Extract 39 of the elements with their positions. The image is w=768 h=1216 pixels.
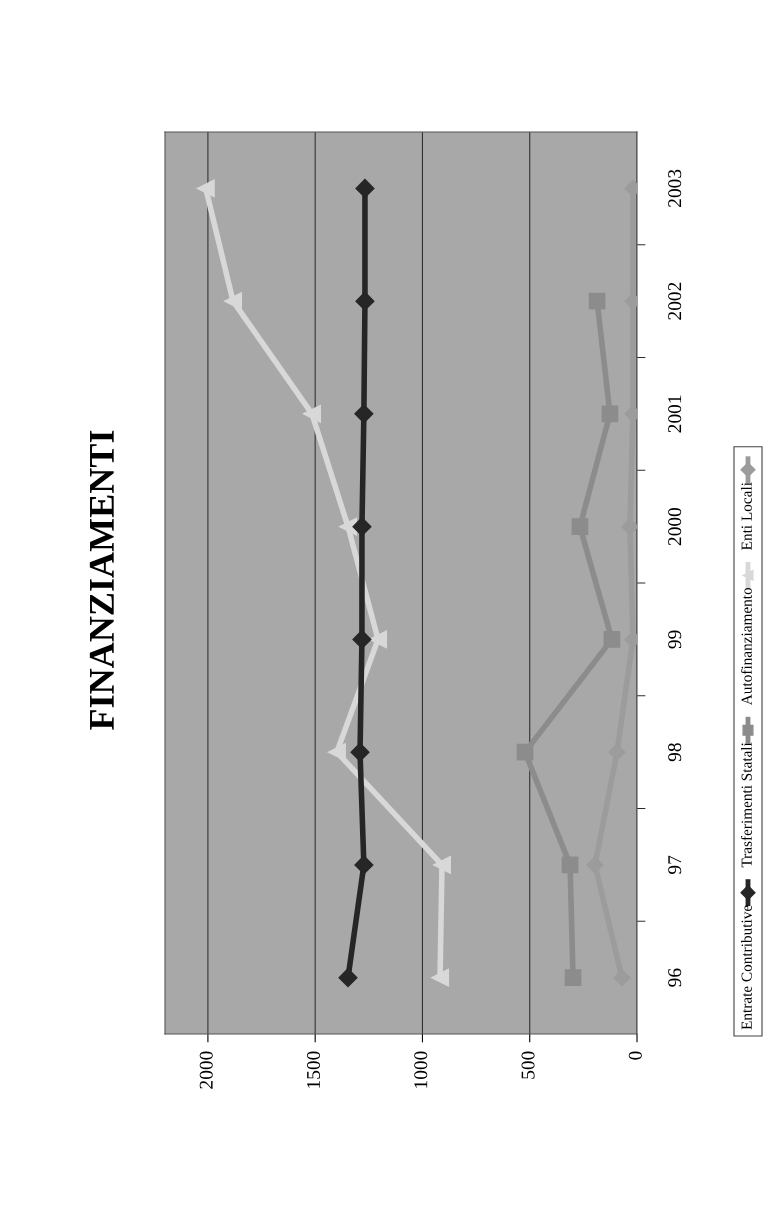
point: [354, 404, 374, 424]
x-tick-label: 1500: [306, 1051, 321, 1088]
point: [369, 630, 388, 649]
point: [516, 743, 534, 761]
point: [350, 742, 370, 762]
y-tick-label: 2000: [668, 507, 682, 546]
point: [352, 629, 372, 649]
point: [601, 405, 619, 423]
point: [223, 292, 243, 311]
point: [431, 968, 450, 987]
x-tick-label: 2000: [199, 1051, 213, 1089]
legend-label: Autofinanziamento: [740, 587, 752, 706]
text: FINANZIAMENTI: [89, 430, 114, 730]
point: [571, 518, 589, 535]
x-tick-label: 0: [628, 1051, 642, 1060]
point: [564, 969, 582, 986]
y-tick-label: 98: [668, 743, 682, 762]
point: [352, 517, 372, 537]
y-tick-label: 97: [668, 855, 682, 874]
point: [354, 855, 374, 875]
point: [432, 855, 452, 874]
x-tick-label: 500: [521, 1051, 535, 1079]
point: [355, 178, 375, 198]
y-tick-label: 99: [668, 630, 682, 649]
x-tick-label: 1000: [414, 1051, 428, 1088]
point: [338, 968, 358, 988]
legend-label: Enti Locali: [741, 482, 752, 550]
legend-label: Entrate Contributive: [741, 905, 752, 1030]
y-tick-label: 2003: [668, 169, 682, 207]
y-tick-label: 2001: [668, 395, 682, 433]
y-tick-label: 2002: [668, 282, 682, 320]
point: [355, 291, 375, 311]
point: [561, 856, 579, 874]
point: [603, 631, 621, 648]
legend-label: Trasferimenti Statali: [740, 742, 752, 868]
point: [196, 179, 215, 198]
point: [302, 404, 321, 423]
point: [588, 292, 606, 310]
y-tick-label: 96: [668, 968, 682, 987]
